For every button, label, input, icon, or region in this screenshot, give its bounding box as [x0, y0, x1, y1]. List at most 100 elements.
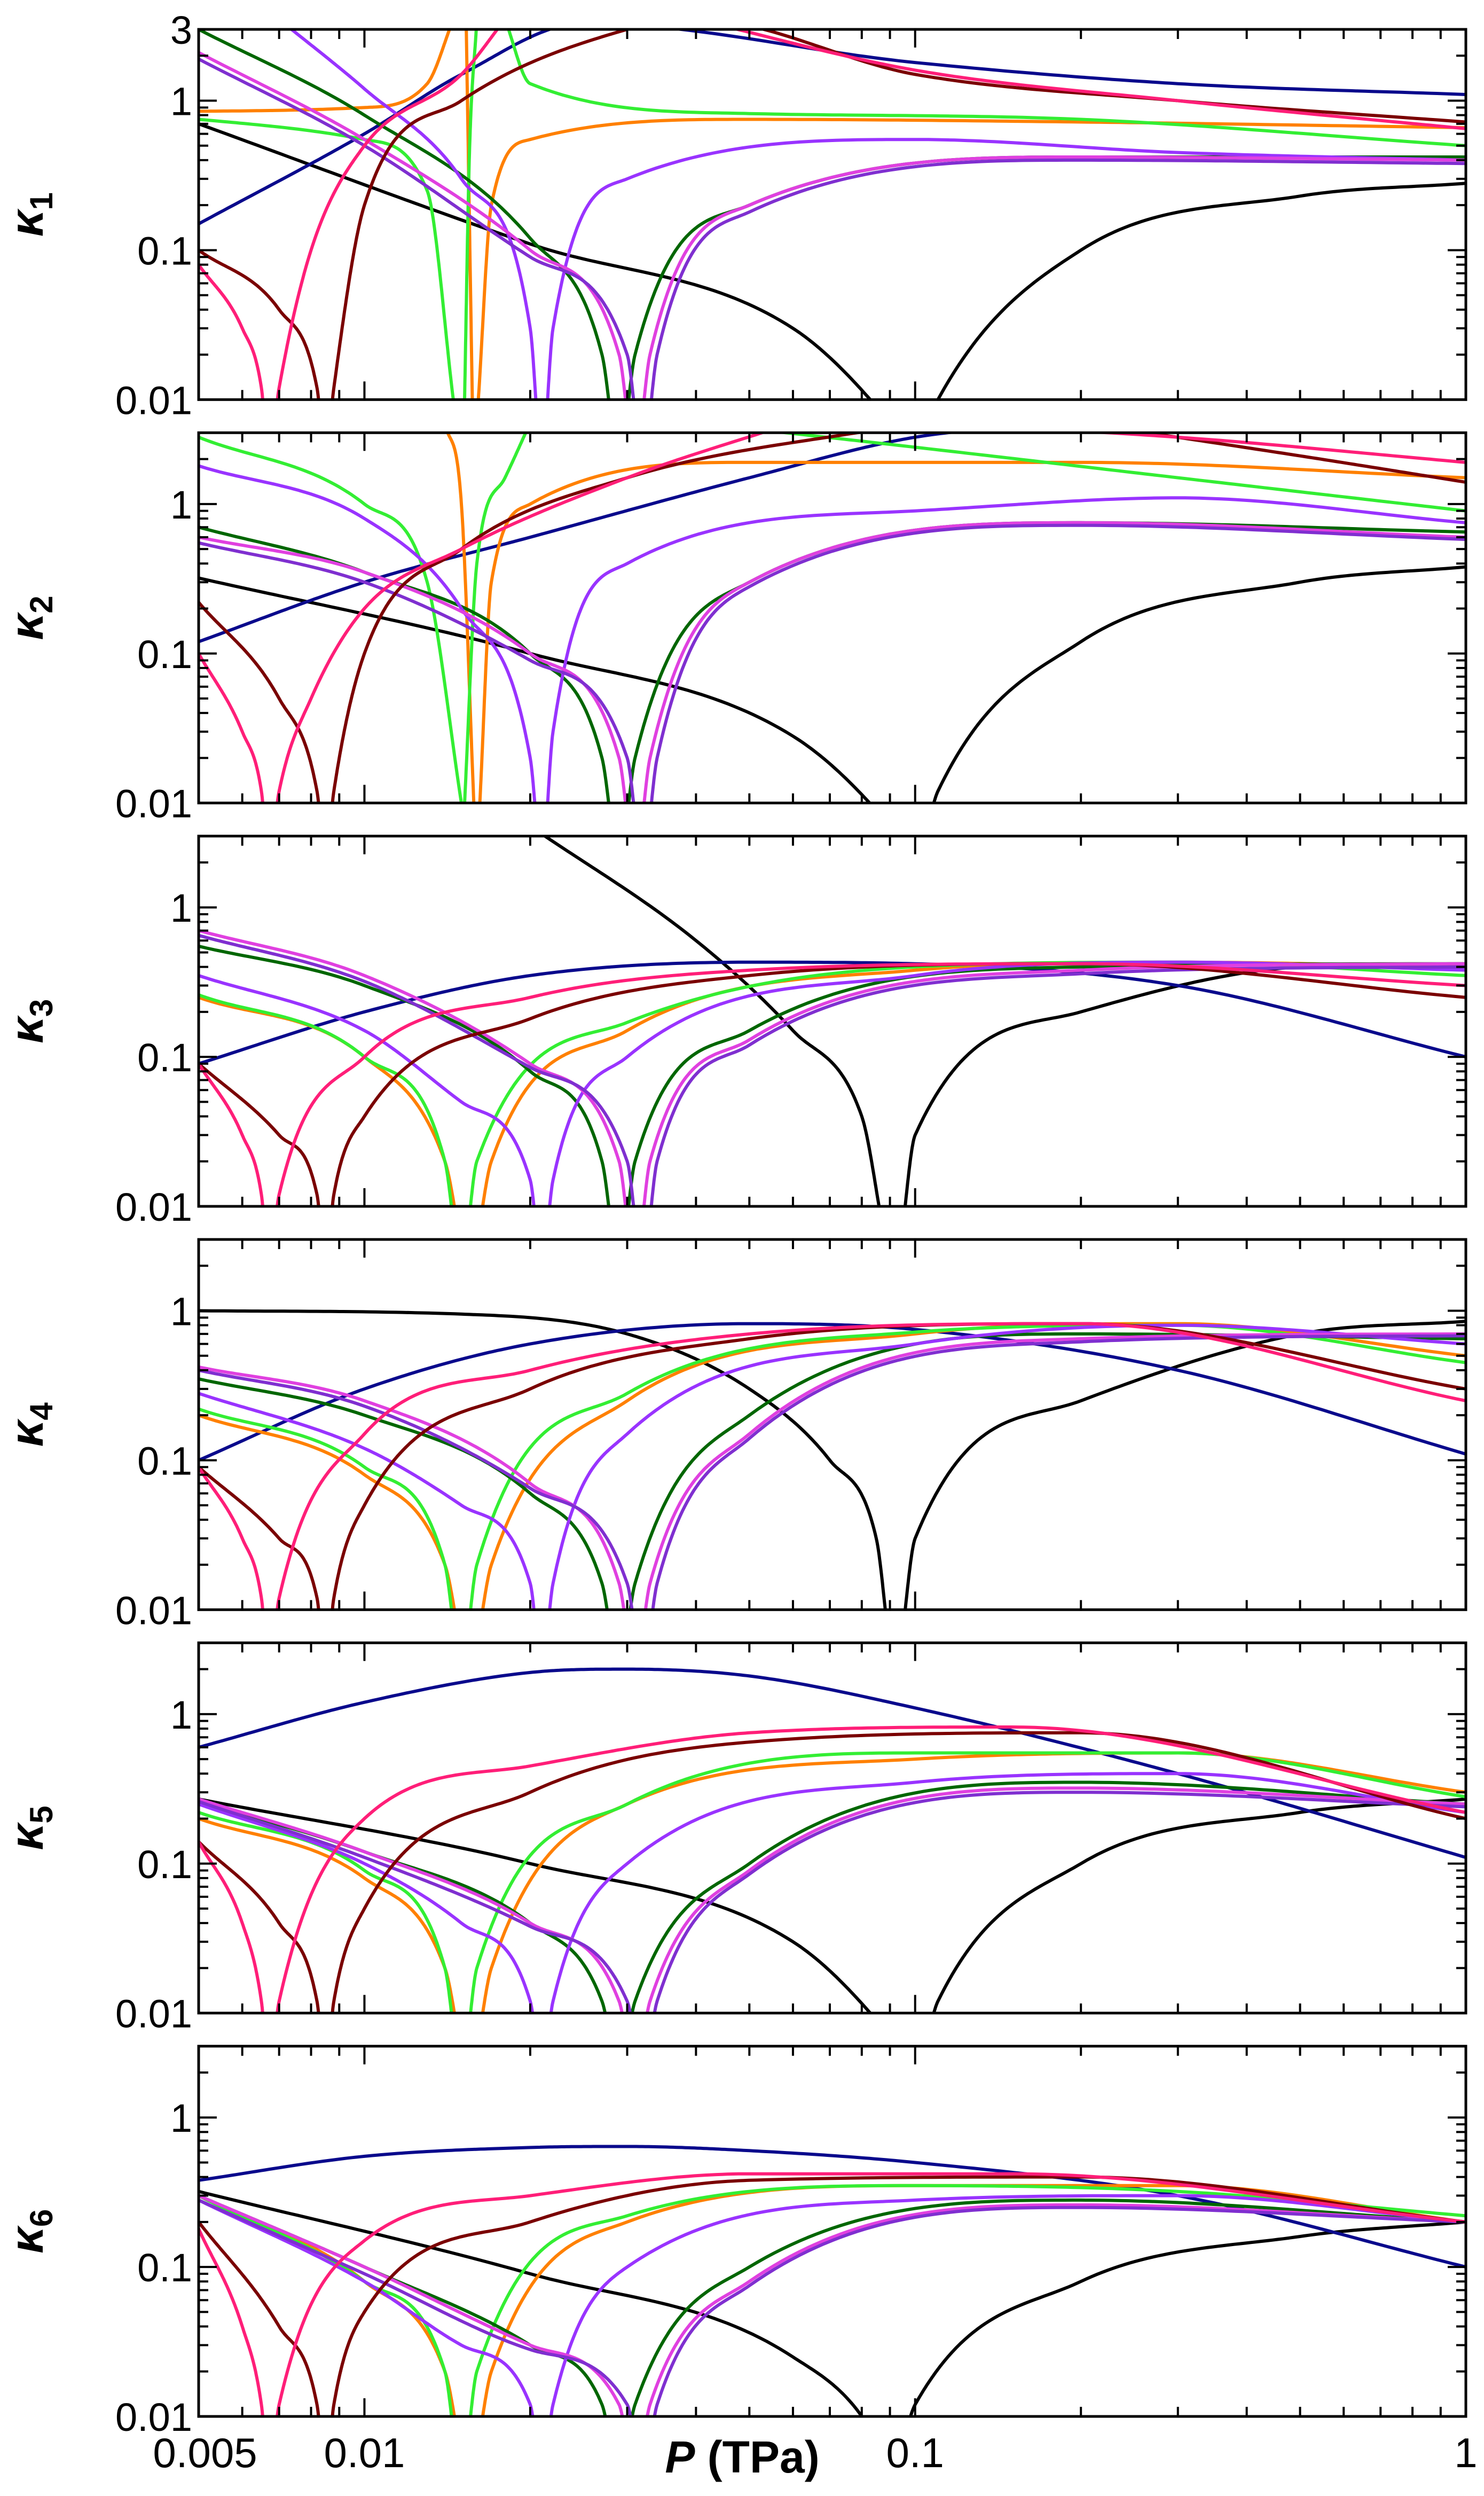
y-axis-label: κ2 — [0, 595, 59, 640]
series-navy-line — [199, 960, 1466, 1065]
series-black-line — [199, 565, 1466, 803]
series-violet-line — [199, 2199, 1466, 2417]
series-magenta-line — [199, 929, 1466, 1206]
y-axis-label-subscript: 4 — [23, 1402, 59, 1420]
series-purple-line — [199, 464, 1466, 803]
series-pink-line — [199, 1322, 1466, 1610]
series-navy-line — [199, 2145, 1466, 2269]
y-tick-label: 0.01 — [115, 378, 192, 422]
series-green-line — [199, 1751, 1466, 2013]
y-axis-label: κ3 — [0, 999, 59, 1043]
x-axis-unit: (TPa) — [695, 2432, 819, 2482]
y-axis-label: κ1 — [0, 192, 59, 237]
series-pink-line — [199, 1725, 1466, 2013]
series-black-line — [199, 1798, 1466, 2013]
panel-4-frame — [197, 1238, 1467, 1611]
y-tick-label: 1 — [170, 886, 192, 930]
y-axis-label-symbol: κ — [0, 1822, 53, 1850]
panel-4-curves — [199, 1309, 1466, 1610]
panel-5: 0.01 0.1 1 κ5 — [0, 1641, 1467, 2036]
y-axis-label: κ6 — [0, 2209, 59, 2254]
y-tick-label: 0.01 — [115, 1588, 192, 1632]
series-maroon-line — [199, 962, 1466, 1206]
y-tick-label: 0.01 — [115, 782, 192, 826]
series-pink-line — [731, 29, 1466, 130]
y-axis-label-subscript: 6 — [23, 2209, 59, 2227]
y-tick-label: 1 — [170, 483, 192, 527]
series-green-line — [463, 433, 528, 803]
series-black-line — [542, 836, 1466, 1206]
series-black-line — [199, 122, 1466, 400]
y-axis-label: κ4 — [0, 1402, 59, 1447]
y-axis-label-symbol: κ — [0, 1418, 53, 1447]
series-navy-line — [199, 29, 1466, 225]
series-orange-line — [199, 29, 451, 113]
series-orange-line — [446, 433, 476, 803]
y-axis-label-subscript: 3 — [23, 999, 59, 1017]
series-violet-line — [199, 57, 1466, 400]
series-darkgreen-line — [199, 944, 1466, 1206]
series-darkgreen-line — [199, 2194, 1466, 2417]
series-black-line — [199, 2189, 1466, 2417]
y-tick-label: 1 — [170, 2096, 192, 2140]
panel-1-frame — [197, 28, 1467, 401]
series-maroon-line — [199, 1322, 1466, 1610]
y-axis-label-symbol: κ — [0, 208, 53, 237]
panel-3-frame — [197, 835, 1467, 1208]
series-green-line — [199, 117, 455, 400]
y-tick-label: 0.1 — [137, 1842, 192, 1887]
y-tick-label: 1 — [170, 1290, 192, 1334]
panel-1-curves — [199, 29, 1466, 400]
y-tick-label: 0.1 — [137, 2246, 192, 2290]
y-axis-label-subscript: 2 — [23, 595, 59, 613]
series-magenta-line — [199, 1786, 1466, 2013]
series-pink-line — [199, 433, 768, 803]
series-pink-line — [199, 2172, 1466, 2417]
series-maroon-line — [199, 1731, 1466, 2013]
series-black-line — [199, 1309, 1466, 1610]
series-pink-line — [199, 29, 500, 400]
x-tick-label: 0.1 — [886, 2429, 944, 2476]
panel-5-curves — [199, 1667, 1466, 2013]
y-tick-label: 1 — [170, 80, 192, 124]
series-purple-line — [199, 1323, 1466, 1610]
panel-3: 0.01 0.1 1 κ3 — [0, 835, 1467, 1229]
y-axis-label-subscript: 5 — [23, 1806, 59, 1823]
series-magenta-line — [199, 521, 1466, 803]
series-navy-line — [199, 433, 963, 643]
series-violet-line — [199, 1334, 1466, 1610]
series-orange-line — [478, 460, 1466, 803]
panels: 0.010.113κ10.010.11κ20.010.11κ30.010.11κ… — [0, 8, 1467, 2439]
y-tick-label: 0.1 — [137, 1035, 192, 1080]
series-magenta-line — [199, 51, 1466, 400]
y-axis-label-symbol: κ — [0, 1015, 53, 1043]
series-purple-line — [199, 2194, 1466, 2417]
x-tick-label: 1 — [1454, 2429, 1477, 2476]
series-green-line — [507, 29, 1466, 147]
y-tick-label: 0.1 — [137, 632, 192, 677]
y-tick-label: 0.01 — [115, 1992, 192, 2036]
series-magenta-line — [199, 2194, 1466, 2417]
series-maroon-line — [199, 29, 1466, 400]
y-tick-label: 0.01 — [115, 2395, 192, 2439]
series-violet-line — [199, 523, 1466, 803]
panel-1: 0.01 0.1 1 3 κ1 — [0, 8, 1467, 422]
series-purple-line — [199, 1772, 1466, 2013]
series-green-line — [199, 2184, 1466, 2417]
x-tick-label: 0.01 — [324, 2429, 405, 2476]
series-purple-line — [289, 29, 1466, 400]
series-violet-line — [199, 1791, 1466, 2013]
series-green-line — [463, 29, 478, 400]
series-maroon-line — [199, 2175, 1466, 2417]
x-axis-variable: P — [665, 2432, 695, 2482]
panel-2: 0.01 0.1 1 κ2 — [0, 431, 1467, 826]
y-axis-label-symbol: κ — [0, 611, 53, 640]
y-tick-label: 3 — [170, 8, 192, 52]
panel-4: 0.01 0.1 1 κ4 — [0, 1238, 1467, 1632]
y-tick-label: 0.1 — [137, 229, 192, 273]
series-darkgreen-line — [199, 29, 1466, 400]
series-green-line — [199, 1323, 1466, 1610]
series-darkgreen-line — [199, 1780, 1466, 2013]
series-magenta-line — [199, 1332, 1466, 1610]
series-maroon-line — [199, 433, 867, 803]
